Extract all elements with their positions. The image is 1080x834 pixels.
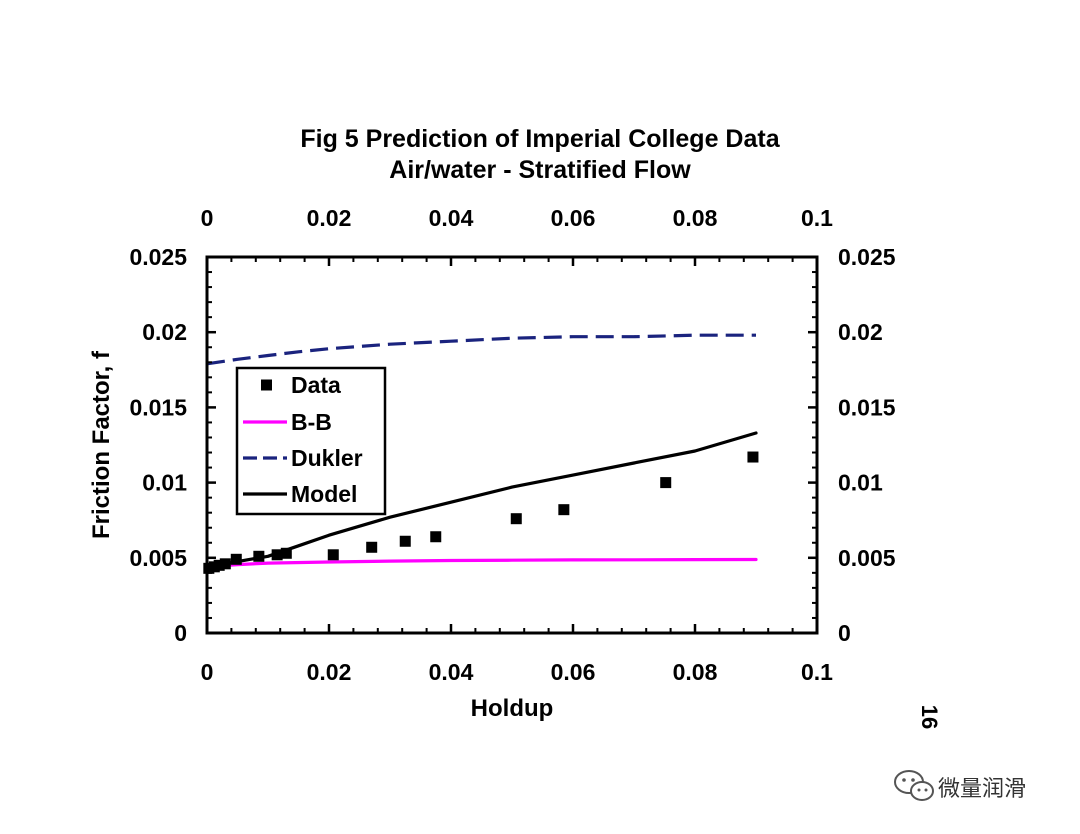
data-point — [213, 559, 225, 571]
x-tick-label: 0.02 — [307, 659, 352, 685]
y-right-tick-label: 0.01 — [838, 470, 883, 496]
x-top-tick-label: 0.06 — [551, 205, 596, 231]
x-axis-label: Holdup — [471, 695, 554, 722]
series-line-dukler — [206, 333, 756, 366]
plot-frame — [205, 255, 819, 635]
watermark: 微量润滑 — [894, 770, 1026, 801]
y-tick-label: 0.01 — [142, 470, 187, 496]
chart-title-line: Air/water - Stratified Flow — [389, 156, 691, 184]
y-right-tick-label: 0.015 — [838, 394, 896, 420]
data-point — [271, 549, 283, 561]
x-top-tick-label: 0.04 — [429, 205, 474, 231]
x-tick-label: 0.1 — [801, 659, 833, 685]
y-tick-label: 0.005 — [129, 545, 187, 571]
data-point — [280, 547, 292, 559]
x-top-tick-label: 0.02 — [307, 205, 352, 231]
watermark-text: 微量润滑 — [938, 776, 1026, 801]
y-tick-label: 0 — [174, 620, 187, 646]
data-point — [510, 513, 522, 525]
legend-box — [235, 366, 387, 516]
data-point — [230, 553, 242, 565]
page-number: 16 — [917, 705, 942, 729]
series-line-model — [205, 431, 758, 569]
legend-label: Model — [291, 481, 357, 507]
data-point — [430, 531, 442, 543]
data-point — [558, 504, 570, 516]
y-right-tick-label: 0.02 — [838, 319, 883, 345]
y-tick-label: 0.02 — [142, 319, 187, 345]
legend-label: Dukler — [291, 445, 363, 471]
chart-title: Fig 5 Prediction of Imperial College Dat… — [300, 125, 780, 184]
y-right-tick-label: 0 — [838, 620, 851, 646]
series-line-b-b — [205, 557, 758, 569]
plot-area — [203, 333, 759, 574]
data-point — [660, 477, 672, 489]
wechat-icon — [894, 770, 934, 801]
legend-label: Data — [291, 372, 341, 398]
x-top-tick-label: 0 — [201, 205, 214, 231]
x-tick-label: 0 — [201, 659, 214, 685]
y-right-tick-label: 0.025 — [838, 244, 896, 270]
plot-axes: 000.020.020.040.040.060.060.080.080.10.1… — [129, 205, 895, 685]
data-point — [327, 549, 339, 561]
legend-label: B-B — [291, 409, 332, 435]
x-tick-label: 0.06 — [551, 659, 596, 685]
data-point — [399, 535, 411, 547]
y-tick-label: 0.015 — [129, 394, 187, 420]
data-point — [219, 558, 231, 570]
x-tick-label: 0.04 — [429, 659, 474, 685]
data-point — [747, 451, 759, 463]
legend: Data B-B Dukler Model — [235, 366, 387, 516]
data-point — [366, 541, 378, 553]
legend-marker-data — [261, 379, 272, 391]
y-right-tick-label: 0.005 — [838, 545, 896, 571]
x-tick-label: 0.08 — [673, 659, 718, 685]
x-top-tick-label: 0.1 — [801, 205, 833, 231]
y-axis-label: Friction Factor, f — [88, 350, 115, 539]
x-top-tick-label: 0.08 — [673, 205, 718, 231]
chart-title-line: Fig 5 Prediction of Imperial College Dat… — [300, 125, 780, 153]
data-point — [253, 550, 265, 562]
y-tick-label: 0.025 — [129, 244, 187, 270]
